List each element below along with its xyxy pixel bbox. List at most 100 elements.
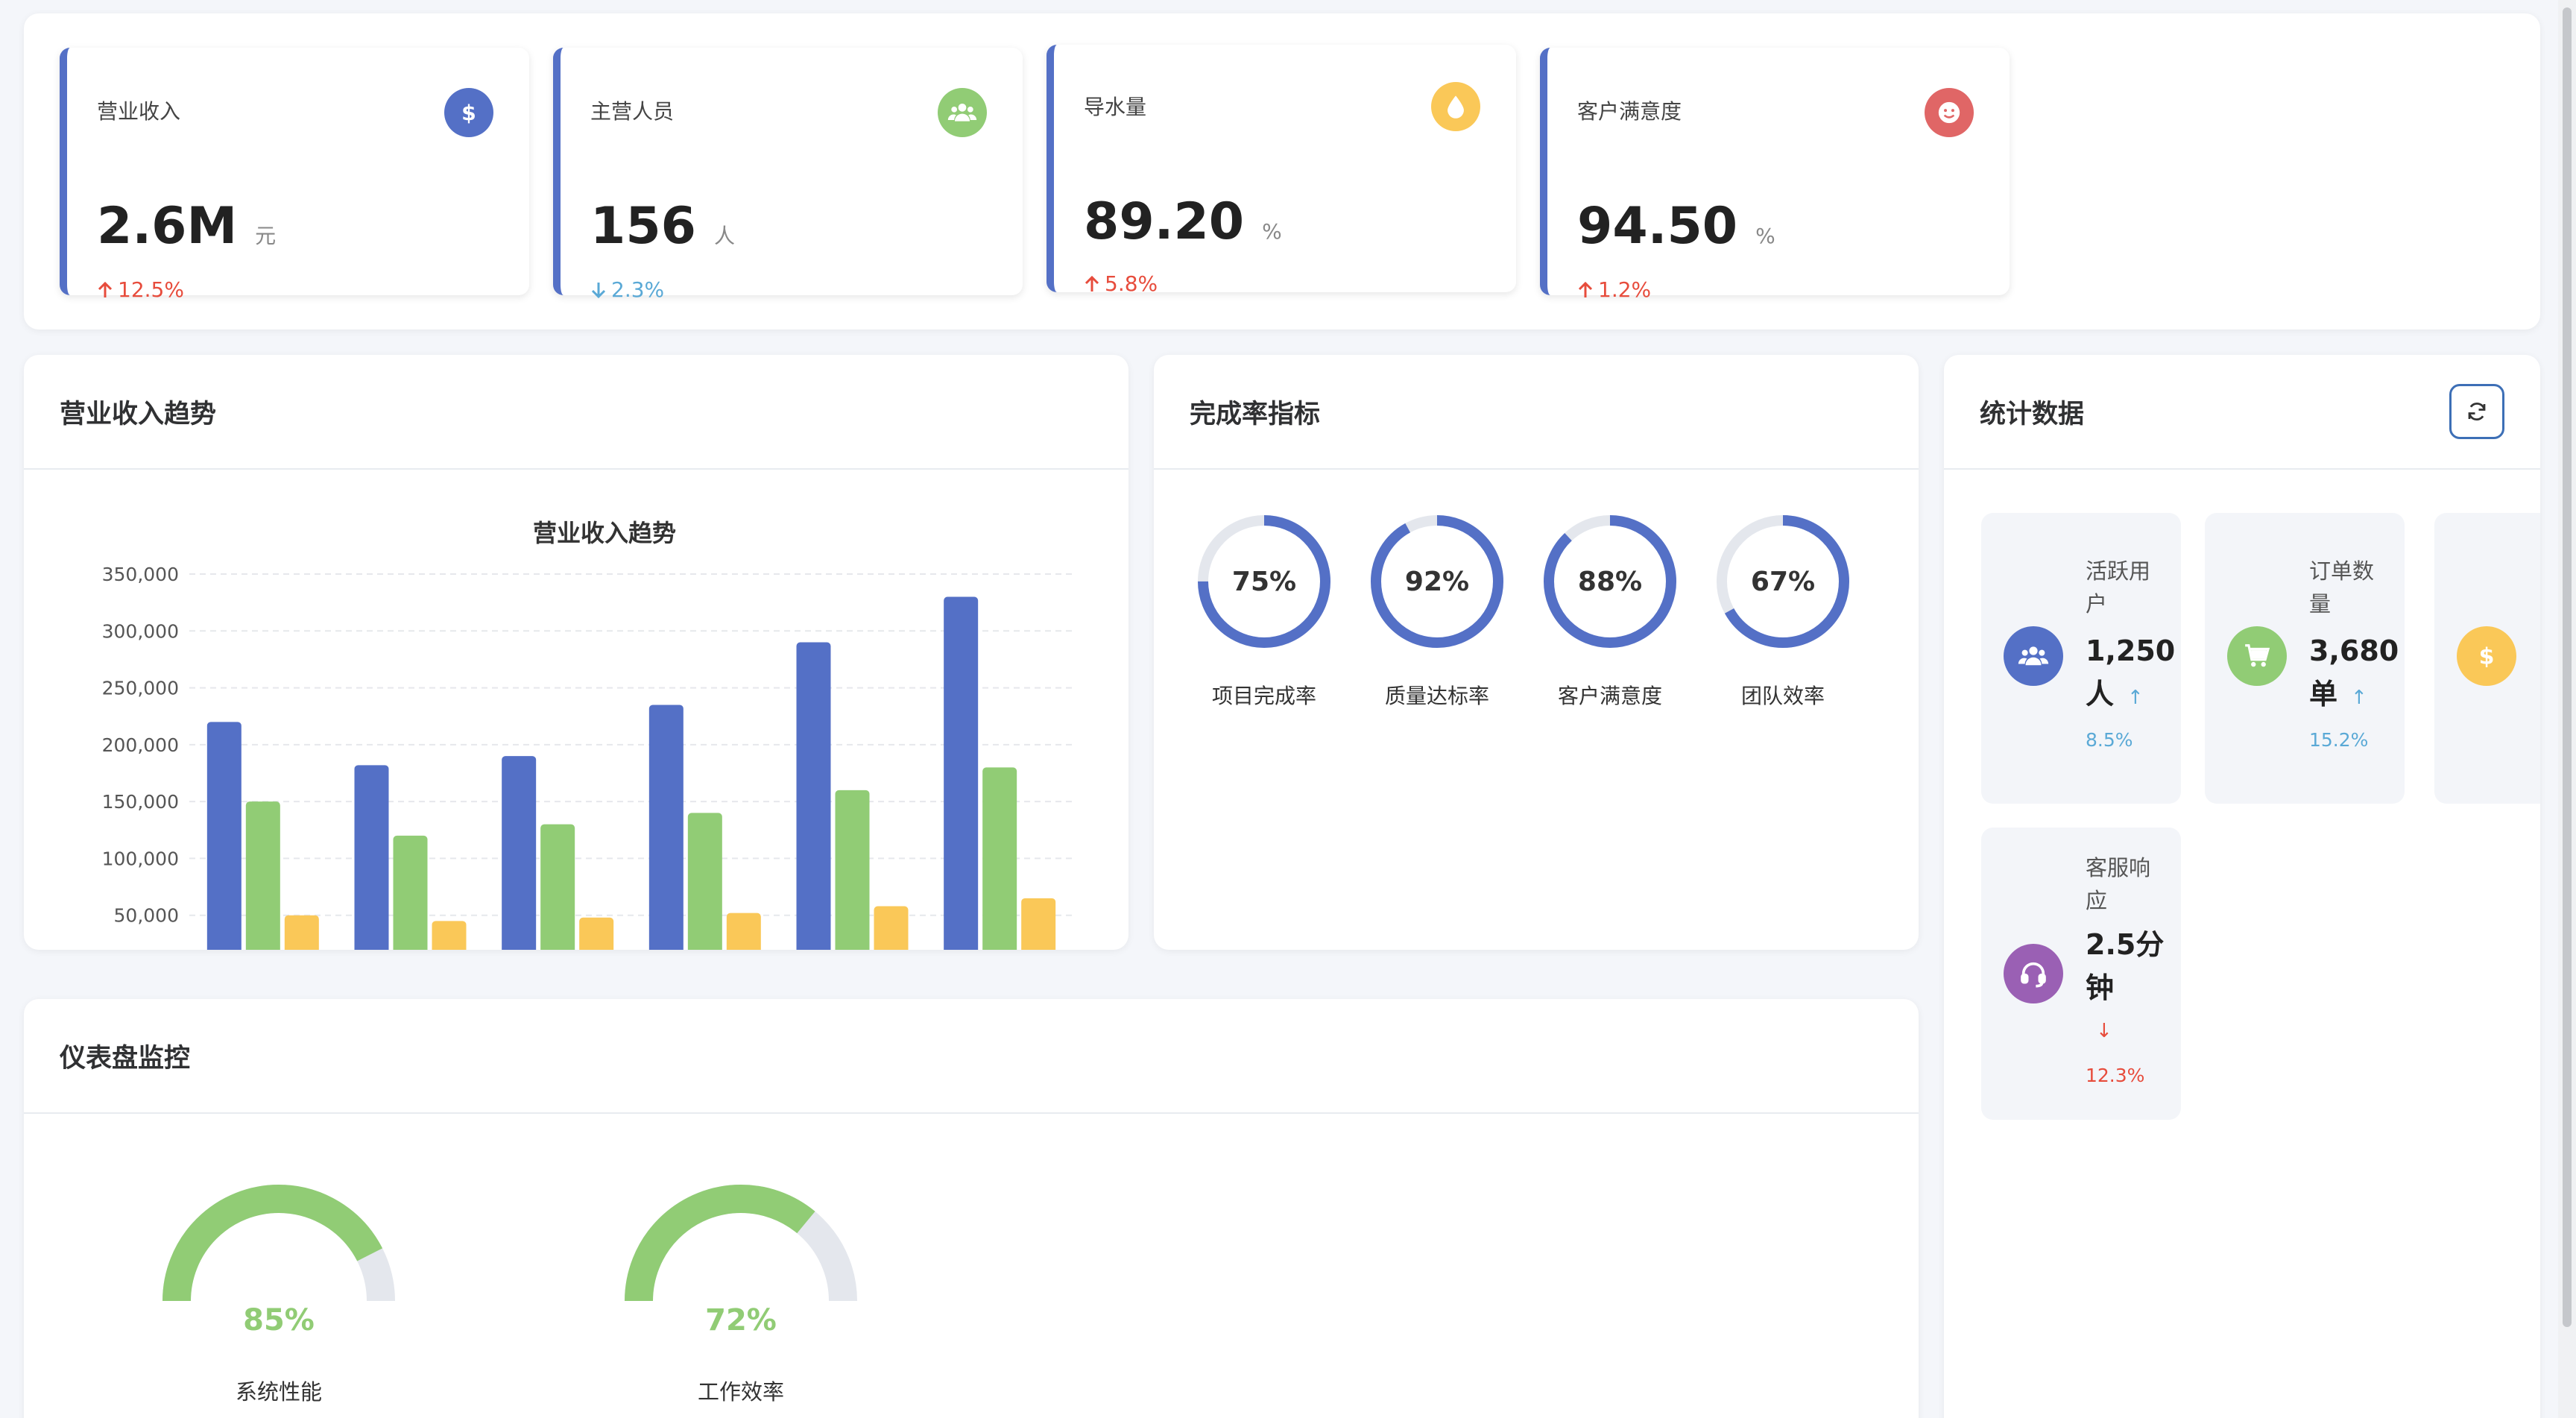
svg-text:$: $ <box>461 101 476 125</box>
stat-value: 1,250人 ↑ <box>2086 634 2176 710</box>
stat-value: 2.5分钟 <box>2086 928 2165 1004</box>
bar-收入 <box>796 642 831 950</box>
bar-工资 <box>540 824 575 950</box>
bar-其他 <box>432 921 467 950</box>
stat-pct: 8.5% <box>2086 729 2133 751</box>
kpi-title: 主营人员 <box>590 99 675 124</box>
panel-title: 完成率指标 <box>1190 399 1321 429</box>
arrow-up-icon <box>98 281 113 297</box>
bar-收入 <box>206 722 242 950</box>
bar-其他 <box>1021 898 1056 950</box>
completion-ring: 88% <box>1541 513 1679 650</box>
revenue-bar-chart: 营业收入趋势050,000100,000150,000200,000250,00… <box>102 519 1073 950</box>
cart-icon <box>2227 626 2287 686</box>
stat-label: 客服响应 <box>2086 855 2151 913</box>
dollar-icon: $ <box>444 88 493 137</box>
gauge-chart <box>160 1170 398 1305</box>
panel-header: 完成率指标 <box>1154 355 1919 470</box>
stat-pct: 15.2% <box>2309 729 2369 751</box>
kpi-value: 156 人 <box>590 197 735 256</box>
y-tick-label: 350,000 <box>102 564 179 585</box>
smile-icon <box>1925 88 1974 137</box>
y-tick-label: 250,000 <box>102 678 179 699</box>
bar-工资 <box>687 813 722 950</box>
bar-其他 <box>579 917 614 950</box>
bar-收入 <box>502 756 537 950</box>
panel-title: 营业收入趋势 <box>60 399 217 429</box>
y-tick-label: 150,000 <box>102 791 179 813</box>
arrow-down-icon <box>591 282 606 298</box>
ring-percent: 75% <box>1231 566 1297 597</box>
y-tick-label: 50,000 <box>114 905 179 927</box>
bar-工资 <box>245 801 280 950</box>
kpi-value: 89.20% <box>1084 192 1282 251</box>
kpi-title: 导水量 <box>1084 95 1147 119</box>
completion-ring: 67% <box>1714 513 1852 650</box>
stat-pct: 12.3% <box>2086 1065 2145 1086</box>
y-tick-label: 200,000 <box>102 734 179 756</box>
ring-label: 客户满意度 <box>1557 684 1662 708</box>
kpi-card-water[interactable]: 导水量 89.20% 5.8% <box>1046 45 1516 296</box>
kpi-card-satisfaction[interactable]: 客户满意度 94.50% 1.2% <box>1540 48 2010 302</box>
panel-title: 统计数据 <box>1980 399 2085 429</box>
ring-percent: 88% <box>1577 566 1643 597</box>
y-tick-label: 300,000 <box>102 620 179 642</box>
svg-text:$: $ <box>2479 644 2495 670</box>
refresh-button[interactable] <box>2449 384 2504 439</box>
stat-value: 3,680单 ↑ <box>2309 634 2399 710</box>
stat-label: 活跃用户 <box>2086 558 2151 617</box>
scrollbar-thumb[interactable] <box>2563 7 2572 1327</box>
bar-工资 <box>835 790 870 950</box>
ring-label: 项目完成率 <box>1211 684 1316 708</box>
vertical-scrollbar[interactable] <box>2558 0 2576 1418</box>
ring-label: 质量达标率 <box>1384 684 1489 708</box>
kpi-unit: 人 <box>713 224 735 248</box>
stat-card-orders[interactable]: 订单数量 3,680单 ↑ 15.2% <box>2205 513 2405 804</box>
completion-rate-panel: 完成率指标 <box>1154 355 1919 950</box>
stat-card-service-response[interactable]: 客服响应 2.5分钟 ↓ 12.3% <box>1981 828 2181 1120</box>
bar-收入 <box>648 705 684 950</box>
kpi-trend: 12.5% <box>97 277 184 302</box>
arrow-up-icon <box>1578 281 1593 297</box>
dollar-icon: $ <box>2457 626 2516 686</box>
kpi-value: 94.50% <box>1577 197 1775 256</box>
users-icon <box>938 88 987 137</box>
panel-title: 仪表盘监控 <box>60 1043 191 1074</box>
gauge-label: 系统性能 <box>235 1379 322 1405</box>
bar-收入 <box>944 596 979 950</box>
kpi-trend: 1.2% <box>1577 277 1651 302</box>
bar-工资 <box>982 767 1017 950</box>
panel-header: 营业收入趋势 <box>24 355 1128 470</box>
kpi-trend: 2.3% <box>590 277 664 302</box>
kpi-title: 营业收入 <box>97 99 181 124</box>
kpi-card-staff[interactable]: 主营人员 156 人 2.3% <box>553 48 1023 302</box>
revenue-trend-panel: 营业收入趋势 营业收入趋势050,000100,000150,000200,00… <box>24 355 1128 950</box>
ring-percent: 67% <box>1750 566 1816 597</box>
kpi-value: 2.6M 元 <box>97 197 277 256</box>
bar-收入 <box>354 765 389 950</box>
arrow-up-icon <box>1085 275 1099 292</box>
bar-其他 <box>284 915 319 950</box>
ring-percent: 92% <box>1404 566 1470 597</box>
trend-arrow-icon: ↓ <box>2096 1020 2112 1042</box>
kpi-title: 客户满意度 <box>1577 99 1682 124</box>
bar-其他 <box>726 913 761 950</box>
completion-ring: 75% <box>1196 513 1333 650</box>
stat-card-revenue-partial[interactable]: $ <box>2434 513 2540 804</box>
stat-card-active-users[interactable]: 活跃用户 1,250人 ↑ 8.5% <box>1981 513 2181 804</box>
headset-icon <box>2004 944 2063 1003</box>
kpi-unit: % <box>1262 219 1282 244</box>
gauge-label: 工作效率 <box>697 1379 784 1405</box>
bar-工资 <box>393 835 428 950</box>
water-drop-icon <box>1431 82 1480 131</box>
completion-ring: 92% <box>1368 513 1506 650</box>
kpi-card-revenue[interactable]: 营业收入 $ 2.6M 元 12.5% <box>60 48 529 302</box>
kpi-unit: % <box>1755 224 1775 248</box>
gauge-percent: 72% <box>705 1303 777 1337</box>
refresh-icon <box>2468 402 2486 421</box>
trend-arrow-icon: ↑ <box>2351 687 2367 709</box>
panel-header: 仪表盘监控 <box>24 999 1919 1114</box>
chart-title: 营业收入趋势 <box>533 519 676 547</box>
users-icon <box>2004 626 2063 686</box>
bar-其他 <box>874 906 909 950</box>
